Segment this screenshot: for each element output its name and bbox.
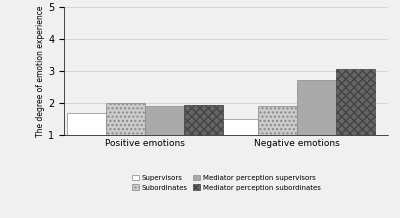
Bar [336, 69, 375, 135]
Bar [184, 105, 223, 135]
Bar [67, 113, 106, 135]
Bar [297, 80, 336, 135]
Legend: Supervisors, Subordinates, Mediator perception supervisors, Mediator perception : Supervisors, Subordinates, Mediator perc… [132, 175, 320, 191]
Bar [145, 106, 184, 135]
Bar [258, 106, 297, 135]
Y-axis label: The degree of emotion experience: The degree of emotion experience [36, 5, 45, 137]
Bar [220, 119, 258, 135]
Bar [106, 103, 145, 135]
